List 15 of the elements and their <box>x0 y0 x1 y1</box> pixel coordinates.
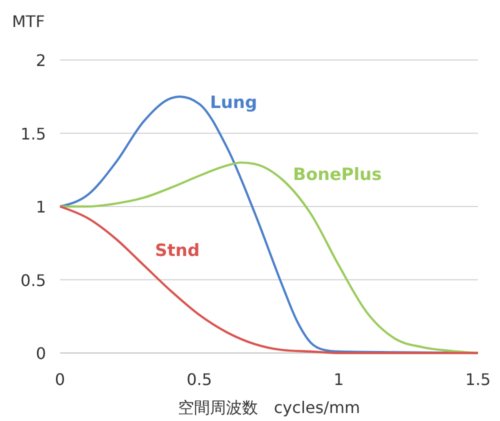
series-label: Lung <box>210 93 258 113</box>
x-tick-label: 0 <box>54 370 66 389</box>
y-axis-title: MTF <box>12 12 45 31</box>
x-tick-label: 0.5 <box>186 370 212 389</box>
x-tick-label: 1 <box>334 370 344 389</box>
x-tick-label: 1.5 <box>465 370 491 389</box>
y-tick-label: 1 <box>36 198 46 216</box>
y-tick-label: 1.5 <box>20 124 46 144</box>
series-label: Stnd <box>155 241 200 261</box>
y-tick-label: 0 <box>36 344 46 363</box>
line-series <box>58 205 480 354</box>
y-tick-label: 2 <box>36 51 46 70</box>
y-tick-label: 0.5 <box>20 270 46 290</box>
series-label: BonePlus <box>293 165 382 185</box>
x-axis-title: 空間周波数 cycles/mm <box>178 398 360 417</box>
